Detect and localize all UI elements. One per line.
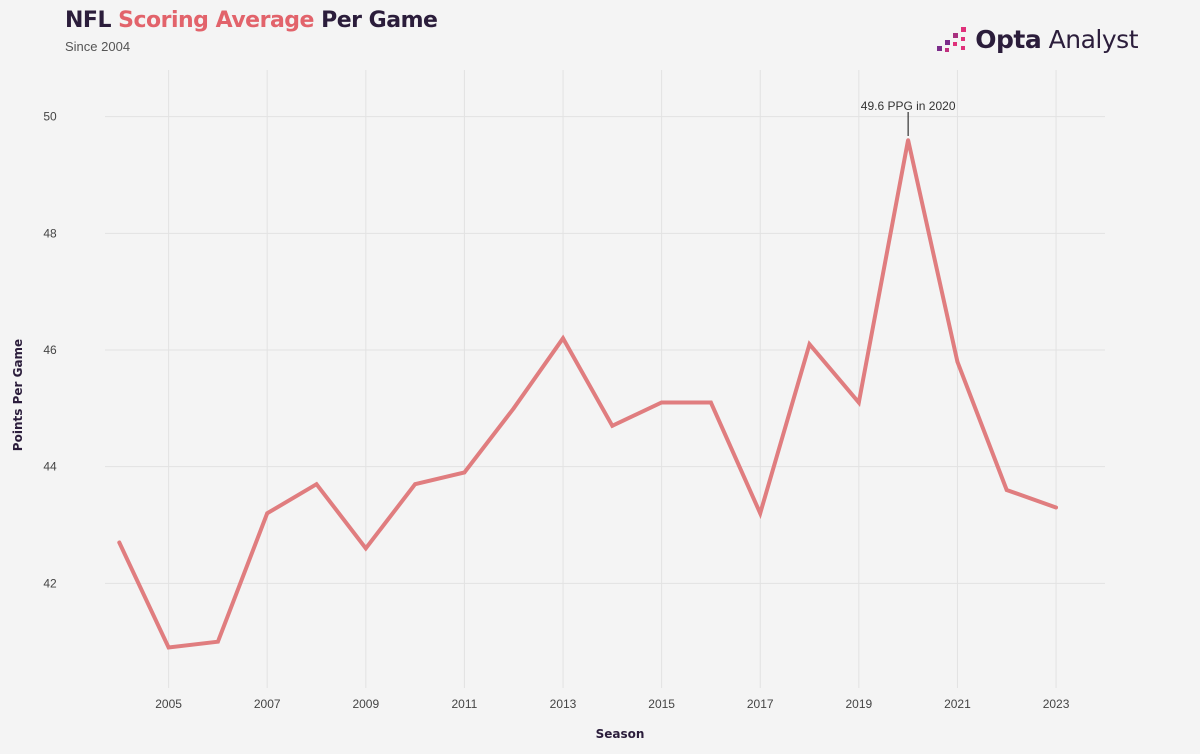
axis-layer: 2005 2007 2009 2011 2013 2015 2017 2019 2021 2023… bbox=[11, 110, 1070, 741]
x-tick-label: 2021 bbox=[944, 697, 971, 711]
logo-name: Opta bbox=[975, 24, 1042, 54]
data-point bbox=[314, 482, 319, 486]
data-point bbox=[659, 400, 664, 405]
series-layer bbox=[117, 138, 1058, 650]
data-point bbox=[216, 639, 220, 644]
data-point bbox=[955, 359, 960, 364]
data-point bbox=[906, 138, 910, 142]
x-axis-title: Season bbox=[596, 727, 645, 741]
chart-header: NFL Scoring Average Per Game Since 2004 bbox=[65, 8, 438, 54]
data-point bbox=[413, 482, 417, 486]
y-tick-label: 44 bbox=[43, 460, 57, 474]
y-tick-label: 48 bbox=[43, 226, 57, 240]
x-tick-label: 2005 bbox=[155, 697, 182, 711]
y-tick-label: 50 bbox=[43, 110, 57, 124]
y-axis-title: Points Per Game bbox=[11, 339, 25, 451]
data-point bbox=[758, 511, 763, 516]
data-point bbox=[462, 470, 467, 475]
grid-layer bbox=[105, 70, 1105, 688]
x-tick-label: 2019 bbox=[845, 697, 872, 711]
opta-analyst-logo: Opta Analyst bbox=[935, 24, 1138, 54]
x-tick-label: 2009 bbox=[352, 697, 379, 711]
title-part-1: NFL bbox=[65, 8, 119, 33]
logo-wordmark: Opta Analyst bbox=[975, 25, 1138, 54]
data-point bbox=[1004, 488, 1009, 492]
data-point bbox=[709, 400, 713, 405]
data-point bbox=[807, 342, 812, 346]
title-accent: Scoring Average bbox=[118, 8, 314, 33]
data-point bbox=[610, 424, 615, 428]
x-tick-label: 2011 bbox=[452, 697, 478, 711]
data-point bbox=[364, 546, 368, 551]
opta-dots-logo-icon bbox=[937, 27, 967, 52]
x-tick-label: 2023 bbox=[1043, 697, 1070, 711]
data-point bbox=[857, 400, 861, 405]
x-tick-label: 2007 bbox=[254, 697, 281, 711]
x-tick-label: 2013 bbox=[550, 697, 577, 711]
data-point bbox=[117, 540, 122, 545]
title-part-2: Per Game bbox=[313, 8, 438, 33]
data-point bbox=[265, 511, 270, 516]
data-point bbox=[166, 645, 171, 650]
x-tick-label: 2017 bbox=[747, 697, 774, 711]
annotation-layer: 49.6 PPG in 2020 bbox=[861, 99, 956, 136]
chart-title: NFL Scoring Average Per Game bbox=[65, 8, 438, 33]
data-point bbox=[1054, 505, 1058, 510]
x-tick-label: 2015 bbox=[648, 697, 675, 711]
data-point bbox=[561, 336, 565, 341]
y-tick-label: 46 bbox=[43, 343, 57, 357]
chart-subtitle: Since 2004 bbox=[65, 39, 131, 54]
logo-suffix: Analyst bbox=[1041, 24, 1139, 54]
annotation-label: 49.6 PPG in 2020 bbox=[861, 99, 956, 113]
series-line bbox=[117, 139, 1058, 650]
y-tick-label: 42 bbox=[43, 576, 57, 590]
data-point bbox=[511, 406, 516, 411]
